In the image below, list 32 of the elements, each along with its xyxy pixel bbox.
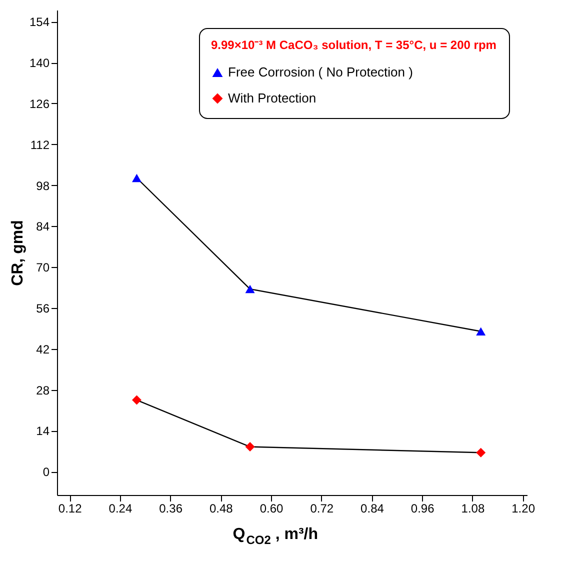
x-tick-label: 0.24 xyxy=(108,502,132,516)
y-tick-label: 0 xyxy=(42,465,50,480)
y-tick-label: 56 xyxy=(36,302,50,316)
y-tick-label: 28 xyxy=(36,383,50,398)
point xyxy=(132,395,142,405)
y-tick-label: 98 xyxy=(36,178,50,193)
legend-title: 9.99×10⁻³ M CaCO₃ solution, T = 35°C, u = 200 rpm xyxy=(211,38,496,52)
x-tick-label: 0.60 xyxy=(260,502,284,516)
x-tick-label: 0.72 xyxy=(310,502,334,516)
legend-label: With Protection xyxy=(228,90,316,106)
y-tick-label: 154 xyxy=(29,15,50,30)
y-tick-label: 84 xyxy=(36,220,50,234)
point xyxy=(476,448,486,458)
y-tick-label: 112 xyxy=(30,138,50,152)
point xyxy=(132,174,142,182)
y-tick-label: 14 xyxy=(36,424,50,438)
x-tick-label: 0.84 xyxy=(360,502,384,516)
point xyxy=(476,327,486,336)
x-tick-label: 0.36 xyxy=(159,502,183,516)
x-tick-label: 1.08 xyxy=(461,502,485,516)
y-axis-title: CR, gmd xyxy=(9,220,26,286)
y-tick-label: 42 xyxy=(36,342,50,356)
x-tick-label: 0.12 xyxy=(58,502,82,516)
point xyxy=(245,284,255,294)
y-tick-label: 126 xyxy=(29,96,50,111)
x-tick-label: 0.96 xyxy=(410,502,435,516)
y-tick-label: 140 xyxy=(29,56,50,70)
x-tick-label: 0.48 xyxy=(209,502,234,516)
legend-label: Free Corrosion ( No Protection ) xyxy=(228,64,413,80)
point xyxy=(245,442,255,452)
x-tick-label: 1.20 xyxy=(512,502,536,516)
y-tick-label: 70 xyxy=(36,260,50,275)
